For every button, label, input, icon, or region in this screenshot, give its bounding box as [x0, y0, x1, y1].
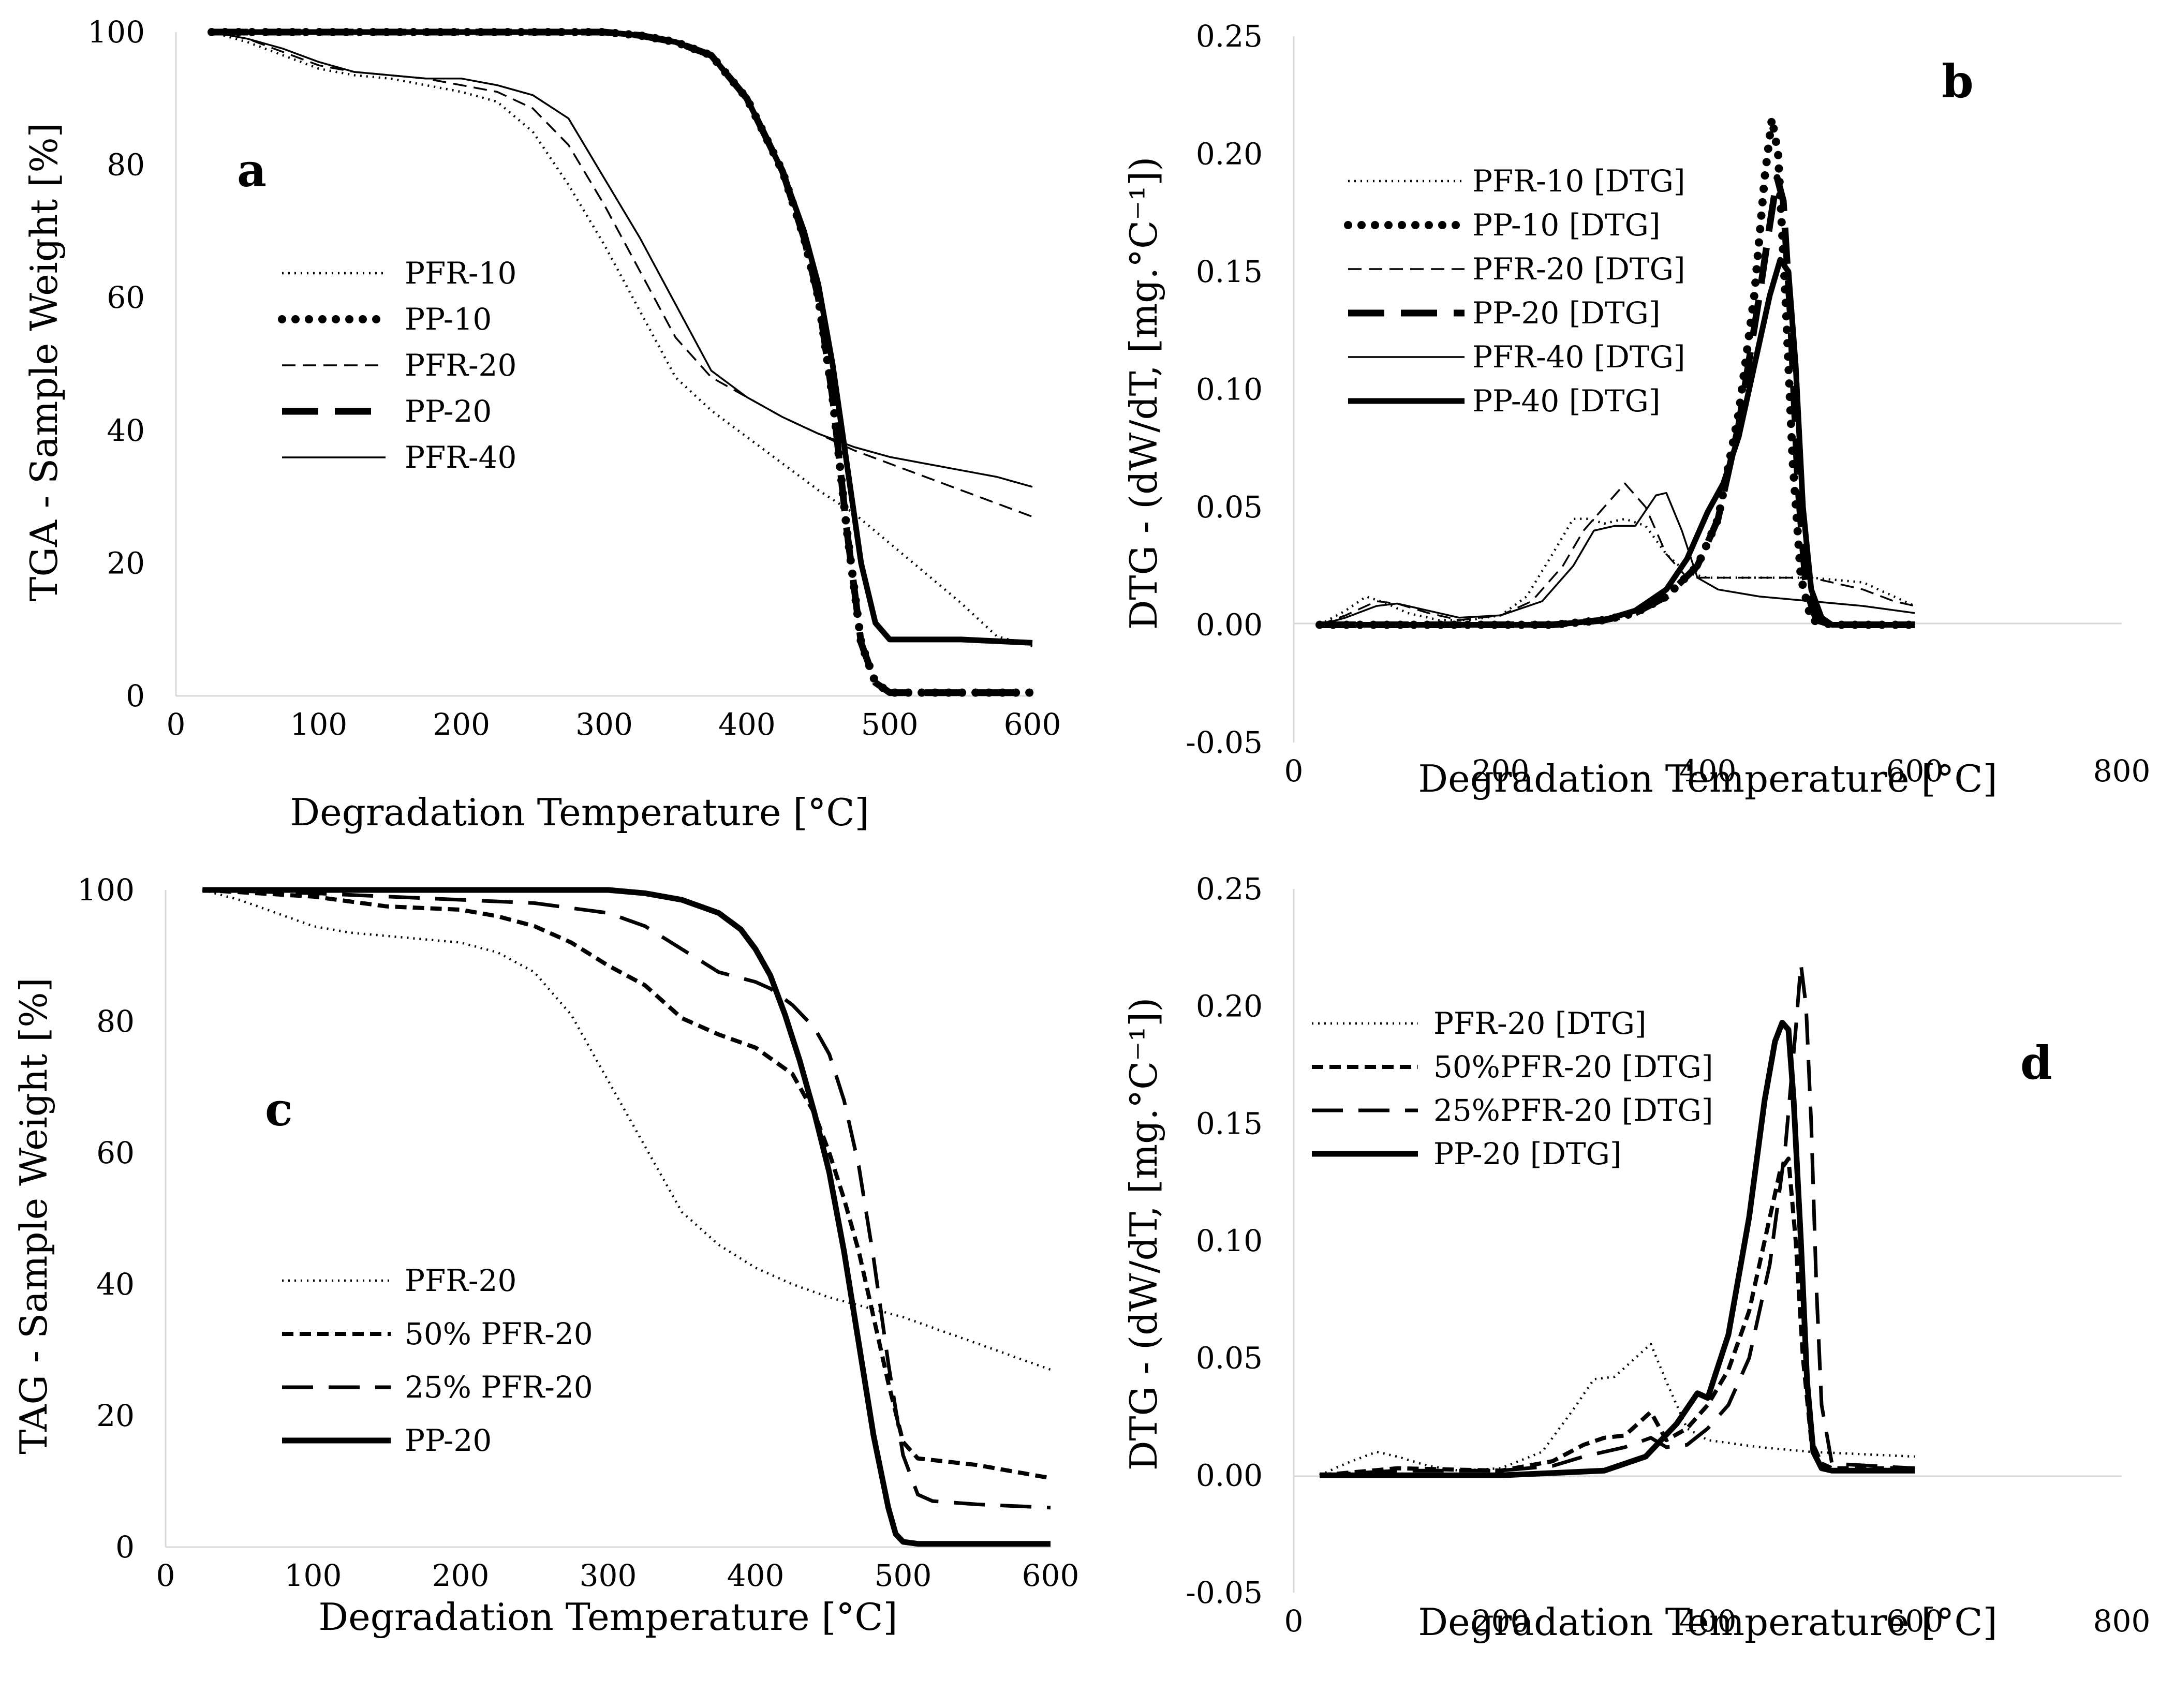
- x-tick-label: 200: [1472, 1603, 1530, 1639]
- legend-label: PFR-20: [405, 1263, 516, 1298]
- legend-label: PP-10 [DTG]: [1472, 207, 1661, 243]
- x-tick-label: 400: [718, 707, 776, 742]
- panel-label-c: c: [265, 1082, 293, 1136]
- y-tick-label: 100: [77, 872, 135, 908]
- chart-panel-d: 0 200 400 600 800 -0.05 0.00 0.05 0.10 0.15 0.20 0.…: [1122, 871, 2150, 1644]
- legend-label: 25%PFR-20 [DTG]: [1433, 1093, 1713, 1128]
- y-tick-label: 0.05: [1196, 1341, 1263, 1376]
- legend-label: PFR-10: [405, 256, 516, 291]
- y-tick-label: 100: [87, 14, 145, 50]
- legend-label: PFR-40 [DTG]: [1472, 339, 1685, 375]
- series-line-pfr-20-dtg: [1319, 1343, 1915, 1477]
- y-axis-title: TGA - Sample Weight [%]: [22, 123, 66, 601]
- x-axis-title: Degradation Temperature [°C]: [1418, 757, 1997, 800]
- legend-label: 50% PFR-20: [405, 1316, 593, 1351]
- y-tick-label: 0: [115, 1529, 135, 1565]
- legend-label: PP-20 [DTG]: [1433, 1136, 1622, 1171]
- legend-label: PP-10: [405, 302, 492, 337]
- y-axis-title: DTG - (dW/dT, [mg.°C⁻¹]): [1122, 998, 1165, 1471]
- legend-label: PFR-20 [DTG]: [1433, 1006, 1647, 1041]
- y-tick-label: 0.00: [1196, 1458, 1263, 1493]
- series-line-pfr-40: [211, 31, 1033, 488]
- legend-label: PFR-10 [DTG]: [1472, 164, 1685, 199]
- x-tick-label: 600: [1004, 707, 1061, 742]
- legend-label: PFR-20: [405, 348, 516, 383]
- chart-panel-c: 0 100 200 300 400 500 600020406080100Degradati…: [12, 872, 1079, 1639]
- series-line-pp-40: [212, 29, 1033, 646]
- panel-label-d: d: [2020, 1036, 2052, 1090]
- legend-label: PP-20: [405, 394, 492, 429]
- chart-panel-a: 0 100 200 300 400 500 600 0 20 40 60 80 100 Degradati…: [22, 14, 1061, 834]
- x-tick-label: 0: [1284, 1603, 1304, 1639]
- y-tick-label: 40: [107, 413, 145, 448]
- y-tick-label: 0.25: [1196, 19, 1263, 54]
- x-tick-label: 400: [1679, 1603, 1737, 1639]
- y-tick-label: 80: [107, 147, 145, 183]
- y-tick-label: 60: [107, 280, 145, 315]
- series-line-pp-20: [212, 28, 1032, 696]
- x-tick-label: 600: [1886, 1603, 1944, 1639]
- x-axis-title: Degradation Temperature [°C]: [1418, 1600, 1997, 1644]
- series-line-pp-20: [202, 887, 1051, 1547]
- y-tick-label: 0.10: [1196, 372, 1263, 407]
- x-tick-label: 100: [290, 707, 347, 742]
- legend-label: PFR-40: [405, 440, 516, 475]
- x-tick-label: 200: [433, 707, 490, 742]
- legend-label: PP-20: [405, 1423, 492, 1458]
- legend-label: 50%PFR-20 [DTG]: [1433, 1049, 1713, 1085]
- series-line-50-pfr-20: [202, 888, 1051, 1480]
- x-tick-label: 600: [1886, 753, 1944, 789]
- panel-label-b: b: [1942, 54, 1974, 108]
- y-tick-label: 20: [96, 1398, 135, 1433]
- y-tick-label: 0.00: [1196, 607, 1263, 643]
- x-tick-label: 300: [575, 707, 633, 742]
- x-tick-label: 0: [1284, 753, 1304, 789]
- x-tick-label: 800: [2093, 753, 2151, 789]
- x-tick-label: 500: [875, 1558, 932, 1593]
- series-line-25-pfr-20-dtg: [1319, 962, 1915, 1477]
- x-tick-label: 400: [1679, 753, 1737, 789]
- series-line-pfr-40-dtg: [1319, 492, 1915, 626]
- y-tick-label: -0.05: [1186, 1575, 1263, 1610]
- legend-label: 25% PFR-20: [405, 1370, 593, 1405]
- panel-label-a: a: [237, 143, 267, 197]
- x-axis-title: Degradation Temperature [°C]: [318, 1595, 897, 1639]
- x-tick-label: 200: [432, 1558, 490, 1593]
- y-tick-label: 80: [96, 1004, 135, 1039]
- x-axis-title: Degradation Temperature [°C]: [290, 791, 869, 834]
- x-tick-label: 400: [727, 1558, 785, 1593]
- x-tick-label: 800: [2093, 1603, 2151, 1639]
- x-tick-label: 0: [156, 1558, 175, 1593]
- y-tick-label: 0.15: [1196, 254, 1263, 289]
- x-tick-label: 600: [1022, 1558, 1079, 1593]
- x-tick-label: 0: [167, 707, 186, 742]
- series-line-25-pfr-20: [202, 888, 1051, 1510]
- y-axis-title: DTG - (dW/dT, [mg.°C⁻¹]): [1122, 157, 1165, 630]
- y-tick-label: 0.10: [1196, 1223, 1263, 1258]
- legend-label: PFR-20 [DTG]: [1472, 251, 1685, 287]
- y-tick-label: 60: [96, 1135, 135, 1170]
- x-tick-label: 500: [861, 707, 919, 742]
- y-tick-label: 0.20: [1196, 137, 1263, 172]
- y-tick-label: -0.05: [1186, 725, 1263, 760]
- x-tick-label: 200: [1472, 753, 1530, 789]
- y-tick-label: 40: [96, 1267, 135, 1302]
- y-tick-label: 0: [126, 678, 145, 714]
- y-tick-label: 0.05: [1196, 489, 1263, 525]
- x-tick-label: 100: [285, 1558, 342, 1593]
- series-line-pfr-20: [202, 888, 1051, 1371]
- y-tick-label: 0.20: [1196, 989, 1263, 1024]
- x-tick-label: 300: [580, 1558, 637, 1593]
- series-line-pp-20-dtg: [1320, 1019, 1915, 1478]
- chart-panel-b: 0 200 400 600 800 -0.05 0.00 0.05 0.10 0.15 0.20 0.…: [1122, 19, 2150, 800]
- y-axis-title: TAG - Sample Weight [%]: [12, 977, 55, 1454]
- series-line-pfr-10: [211, 31, 1033, 647]
- y-tick-label: 0.15: [1196, 1106, 1263, 1141]
- legend-label: PP-40 [DTG]: [1472, 383, 1661, 419]
- series-line-pp-40-dtg: [1320, 257, 1915, 628]
- y-tick-label: 0.25: [1196, 871, 1263, 907]
- y-tick-label: 20: [107, 545, 145, 581]
- legend-label: PP-20 [DTG]: [1472, 295, 1661, 331]
